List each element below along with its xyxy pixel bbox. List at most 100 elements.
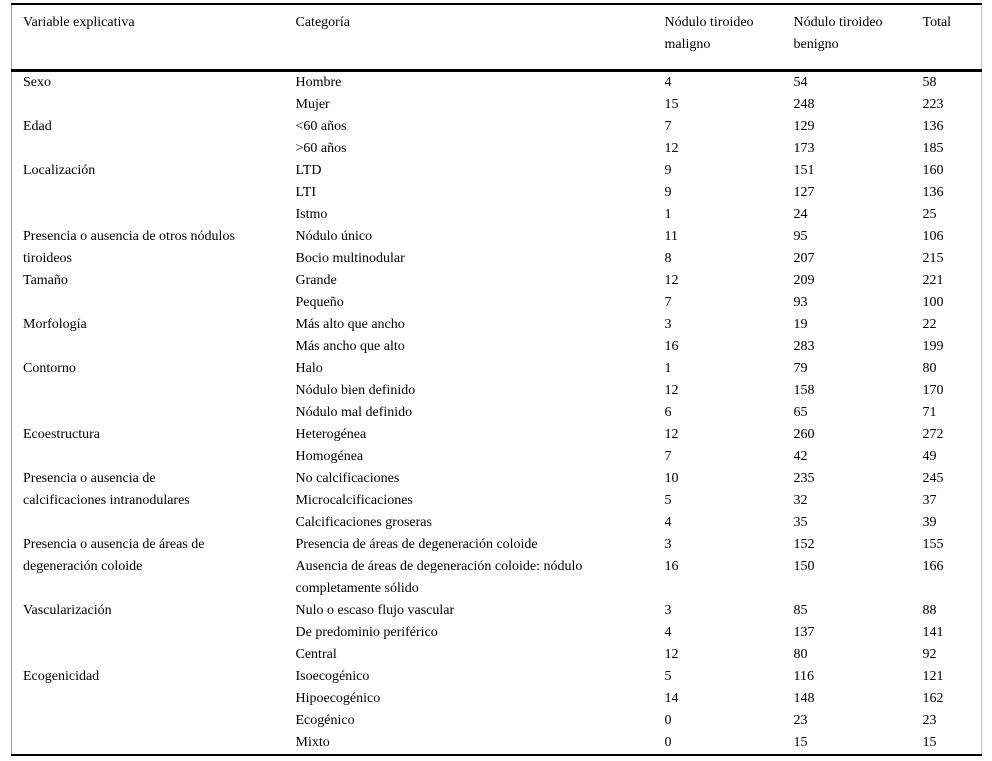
benigno-cell: 173 xyxy=(793,141,815,156)
benigno-cell: 127 xyxy=(793,185,815,200)
table-row: Vascularización Nulo o escaso flujo vasc… xyxy=(12,600,982,622)
maligno-cell: 16 xyxy=(664,559,679,574)
total-cell: 88 xyxy=(922,603,937,618)
table-row: Microcalcificaciones 5 32 37 xyxy=(12,490,982,512)
benigno-cell: 79 xyxy=(793,361,808,376)
total-cell: 272 xyxy=(922,427,944,442)
variable-cell: Ecoestructura xyxy=(23,427,100,442)
table-row: Presencia o ausencia de áreas de degener… xyxy=(12,534,982,574)
maligno-cell: 0 xyxy=(664,735,672,750)
total-cell: 170 xyxy=(922,383,944,398)
table-row: Localización LTD 9 151 160 xyxy=(12,160,982,182)
maligno-cell: 6 xyxy=(664,405,672,420)
table-row: Hipoecogénico 14 148 162 xyxy=(12,688,982,710)
category-cell: Más alto que ancho xyxy=(295,317,405,332)
variable-cell: Contorno xyxy=(23,361,76,376)
table-row: Istmo 1 24 25 xyxy=(12,204,982,226)
column-header-maligno: Nódulo tiroideo maligno xyxy=(653,4,783,72)
benigno-cell: 32 xyxy=(793,493,808,508)
table-row: Edad <60 años 7 129 136 xyxy=(12,116,982,138)
maligno-cell: 8 xyxy=(664,251,672,266)
benigno-cell: 116 xyxy=(793,669,814,684)
variable-cell: Presencia o ausencia de otros nódulos ti… xyxy=(23,229,235,266)
total-cell: 25 xyxy=(922,207,937,222)
table-row: Ecogénico 0 23 23 xyxy=(12,710,982,732)
maligno-cell: 4 xyxy=(664,515,672,530)
maligno-cell: 7 xyxy=(664,119,672,134)
variable-cell: Edad xyxy=(23,119,52,134)
benigno-cell: 158 xyxy=(793,383,815,398)
category-cell: Pequeño xyxy=(295,295,344,310)
total-cell: 223 xyxy=(922,97,944,112)
category-cell: Hombre xyxy=(295,75,342,90)
maligno-cell: 5 xyxy=(664,493,672,508)
category-cell: Istmo xyxy=(295,207,328,222)
benigno-cell: 207 xyxy=(793,251,815,266)
category-cell: Homogénea xyxy=(295,449,364,464)
benigno-cell: 95 xyxy=(793,229,808,244)
benigno-cell: 260 xyxy=(793,427,815,442)
table-row: Sexo Hombre 4 54 58 xyxy=(12,71,982,95)
category-cell: Nódulo único xyxy=(295,229,373,244)
benigno-cell: 23 xyxy=(793,713,808,728)
maligno-cell: 14 xyxy=(664,691,679,706)
table-row: Central 12 80 92 xyxy=(12,644,982,666)
maligno-cell: 12 xyxy=(664,273,679,288)
total-cell: 106 xyxy=(922,229,944,244)
column-header-variable: Variable explicativa xyxy=(11,4,285,72)
maligno-cell: 3 xyxy=(664,603,672,618)
maligno-cell: 12 xyxy=(664,427,679,442)
variable-cell: Ecogenicidad xyxy=(23,669,100,684)
benigno-cell: 150 xyxy=(793,559,815,574)
maligno-cell: 0 xyxy=(664,713,672,728)
total-cell: 245 xyxy=(922,471,944,486)
total-cell: 221 xyxy=(922,273,944,288)
maligno-cell: 9 xyxy=(664,185,672,200)
category-cell: Bocio multinodular xyxy=(295,251,405,266)
benigno-cell: 93 xyxy=(793,295,808,310)
table-row: Presencia o ausencia de calcificaciones … xyxy=(12,468,982,508)
maligno-cell: 9 xyxy=(664,163,672,178)
maligno-cell: 12 xyxy=(664,647,679,662)
maligno-cell: 4 xyxy=(664,625,672,640)
total-cell: 160 xyxy=(922,163,944,178)
variable-cell: Sexo xyxy=(23,75,51,90)
total-cell: 136 xyxy=(922,119,944,134)
category-cell: LTD xyxy=(295,163,322,178)
table-row: Más ancho que alto 16 283 199 xyxy=(12,336,982,358)
category-cell: Calcificaciones groseras xyxy=(295,515,432,530)
table-row: Nódulo bien definido 12 158 170 xyxy=(12,380,982,402)
total-cell: 23 xyxy=(922,713,937,728)
category-cell: Hipoecogénico xyxy=(295,691,381,706)
benigno-cell: 129 xyxy=(793,119,815,134)
maligno-cell: 7 xyxy=(664,295,672,310)
benigno-cell: 248 xyxy=(793,97,815,112)
benigno-cell: 19 xyxy=(793,317,808,332)
maligno-cell: 1 xyxy=(664,361,672,376)
header-row: Variable explicativa Categoría Nódulo ti… xyxy=(11,4,982,72)
total-cell: 37 xyxy=(922,493,937,508)
table-row: Bocio multinodular 8 207 215 xyxy=(12,248,982,270)
maligno-cell: 12 xyxy=(664,141,679,156)
maligno-cell: 7 xyxy=(664,449,672,464)
variable-cell: Presencia o ausencia de áreas de degener… xyxy=(23,537,205,574)
table-row: Mixto 0 15 15 xyxy=(12,732,982,755)
category-cell: Central xyxy=(295,647,337,662)
variable-cell: Presencia o ausencia de calcificaciones … xyxy=(23,471,190,508)
total-cell: 166 xyxy=(922,559,944,574)
maligno-cell: 1 xyxy=(664,207,672,222)
total-cell: 80 xyxy=(922,361,937,376)
category-cell: LTI xyxy=(295,185,316,200)
category-cell: >60 años xyxy=(295,141,347,156)
total-cell: 15 xyxy=(922,735,937,750)
category-cell: Ecogénico xyxy=(295,713,355,728)
maligno-cell: 10 xyxy=(664,471,679,486)
maligno-cell: 12 xyxy=(664,383,679,398)
table-row: Ecogenicidad Isoecogénico 5 116 121 xyxy=(12,666,982,688)
total-cell: 39 xyxy=(922,515,937,530)
category-cell: Nódulo mal definido xyxy=(295,405,413,420)
variable-cell: Morfología xyxy=(23,317,87,332)
table-row: Calcificaciones groseras 4 35 39 xyxy=(12,512,982,534)
benigno-cell: 137 xyxy=(793,625,815,640)
category-cell: Halo xyxy=(295,361,323,376)
